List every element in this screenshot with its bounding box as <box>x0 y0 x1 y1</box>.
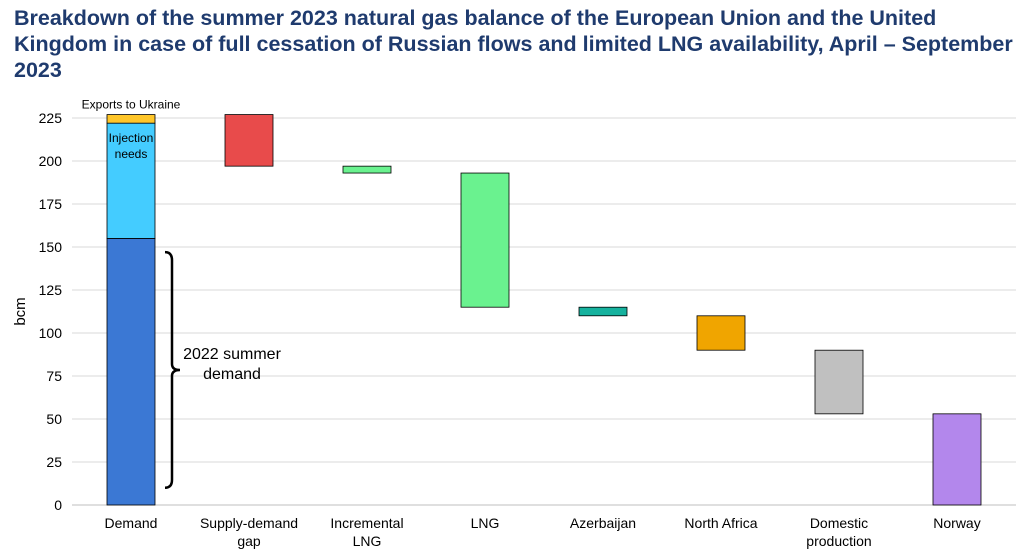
y-tick-label: 25 <box>46 454 62 470</box>
y-axis-ticks: 0 25 50 75 100 125 150 175 200 225 <box>39 110 63 513</box>
demand-bar-segment <box>106 114 156 124</box>
y-tick-label: 50 <box>46 411 62 427</box>
annotations: Injection needs Exports to Ukraine 2022 sum… <box>82 98 282 490</box>
y-tick-label: 175 <box>39 196 63 212</box>
summer-demand-label: 2022 summer <box>183 346 281 363</box>
y-axis-label: bcm <box>12 297 29 325</box>
demand-bar-segment <box>106 237 156 506</box>
y-tick-label: 100 <box>39 325 63 341</box>
waterfall-bar <box>814 349 864 415</box>
x-axis-categories: Demand Supply-demand gap Incremental LNG LNG A… <box>105 515 981 549</box>
waterfall-bar <box>342 165 392 174</box>
summer-demand-label: demand <box>203 366 261 383</box>
x-category-label: North Africa <box>684 515 757 531</box>
x-category-label: LNG <box>471 515 500 531</box>
x-category-label: Demand <box>105 515 158 531</box>
x-category-label: Domestic <box>810 515 868 531</box>
y-tick-label: 200 <box>39 153 63 169</box>
x-category-label: Azerbaijan <box>570 515 636 531</box>
y-tick-label: 150 <box>39 239 63 255</box>
x-category-label: Incremental <box>330 515 403 531</box>
waterfall-bar <box>460 172 510 308</box>
x-category-label: Norway <box>933 515 980 531</box>
bracket-2022-demand <box>164 250 181 490</box>
waterfall-bar <box>932 413 982 506</box>
x-category-label: gap <box>237 533 261 549</box>
y-tick-label: 75 <box>46 368 62 384</box>
waterfall-bar <box>224 114 274 167</box>
waterfall-bar <box>696 315 746 351</box>
bars <box>106 114 982 506</box>
gridlines <box>72 117 1016 506</box>
exports-to-ukraine-label: Exports to Ukraine <box>82 98 181 112</box>
y-tick-label: 0 <box>54 497 62 513</box>
y-tick-label: 125 <box>39 282 63 298</box>
x-category-label: Supply-demand <box>200 515 298 531</box>
waterfall-bar <box>578 306 628 317</box>
injection-needs-label: needs <box>115 147 148 161</box>
y-tick-label: 225 <box>39 110 63 126</box>
injection-needs-label: Injection <box>109 131 154 145</box>
chart-title: Breakdown of the summer 2023 natural gas… <box>14 6 1013 82</box>
x-category-label: production <box>806 533 871 549</box>
x-category-label: LNG <box>353 533 382 549</box>
